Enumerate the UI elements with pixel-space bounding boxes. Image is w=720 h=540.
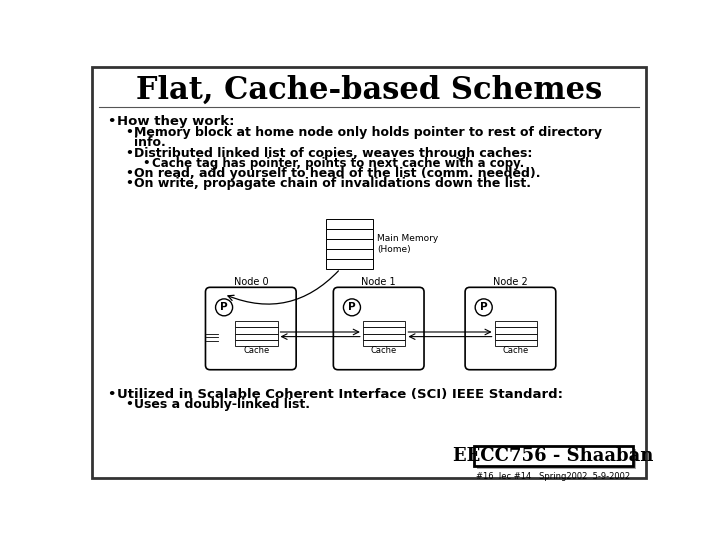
Text: How they work:: How they work:	[117, 115, 235, 128]
Text: Flat, Cache-based Schemes: Flat, Cache-based Schemes	[136, 75, 602, 106]
FancyBboxPatch shape	[465, 287, 556, 370]
FancyBboxPatch shape	[205, 287, 296, 370]
Text: Node 1: Node 1	[361, 278, 396, 287]
Text: On read, add yourself to head of the list (comm. needed).: On read, add yourself to head of the lis…	[134, 167, 541, 180]
Text: Cache: Cache	[503, 346, 529, 355]
Text: •: •	[125, 147, 132, 160]
Text: #16  lec #14   Spring2002  5-9-2002: #16 lec #14 Spring2002 5-9-2002	[476, 472, 630, 481]
Text: Node 0: Node 0	[233, 278, 268, 287]
Text: info.: info.	[134, 136, 166, 148]
Circle shape	[343, 299, 361, 316]
Text: Memory block at home node only holds pointer to rest of directory: Memory block at home node only holds poi…	[134, 126, 602, 139]
Bar	[363, 327, 405, 334]
Bar	[235, 327, 277, 334]
Bar	[326, 239, 373, 249]
Text: P: P	[480, 302, 487, 312]
Text: Cache tag has pointer, points to next cache with a copy.: Cache tag has pointer, points to next ca…	[152, 157, 524, 170]
Text: Node 2: Node 2	[493, 278, 528, 287]
Bar	[363, 334, 405, 340]
Circle shape	[475, 299, 492, 316]
Bar	[495, 327, 537, 334]
FancyBboxPatch shape	[333, 287, 424, 370]
Bar	[363, 321, 405, 327]
Text: •: •	[125, 167, 132, 180]
Text: EECC756 - Shaaban: EECC756 - Shaaban	[453, 447, 653, 465]
Bar	[495, 340, 537, 346]
Text: On write, propagate chain of invalidations down the list.: On write, propagate chain of invalidatio…	[134, 177, 531, 190]
Bar	[474, 446, 632, 466]
Text: P: P	[220, 302, 228, 312]
Text: Distributed linked list of copies, weaves through caches:: Distributed linked list of copies, weave…	[134, 147, 533, 160]
Bar	[363, 340, 405, 346]
Bar	[326, 259, 373, 269]
Circle shape	[215, 299, 233, 316]
Text: Cache: Cache	[243, 346, 269, 355]
Bar	[235, 321, 277, 327]
Text: Main Memory
(Home): Main Memory (Home)	[377, 234, 438, 253]
Bar	[477, 449, 636, 469]
Bar	[495, 321, 537, 327]
Bar	[235, 340, 277, 346]
Text: P: P	[348, 302, 356, 312]
Bar	[326, 229, 373, 239]
Text: •: •	[125, 177, 132, 190]
Text: •: •	[125, 398, 132, 411]
Bar	[326, 249, 373, 259]
Text: •: •	[107, 115, 115, 128]
Text: •: •	[143, 157, 150, 170]
Text: •: •	[107, 388, 115, 401]
Text: •: •	[125, 126, 132, 139]
Bar	[495, 334, 537, 340]
Bar	[235, 334, 277, 340]
Text: Utilized in Scalable Coherent Interface (SCI) IEEE Standard:: Utilized in Scalable Coherent Interface …	[117, 388, 563, 401]
Text: Uses a doubly-linked list.: Uses a doubly-linked list.	[134, 398, 310, 411]
Text: Cache: Cache	[371, 346, 397, 355]
Bar	[326, 219, 373, 229]
